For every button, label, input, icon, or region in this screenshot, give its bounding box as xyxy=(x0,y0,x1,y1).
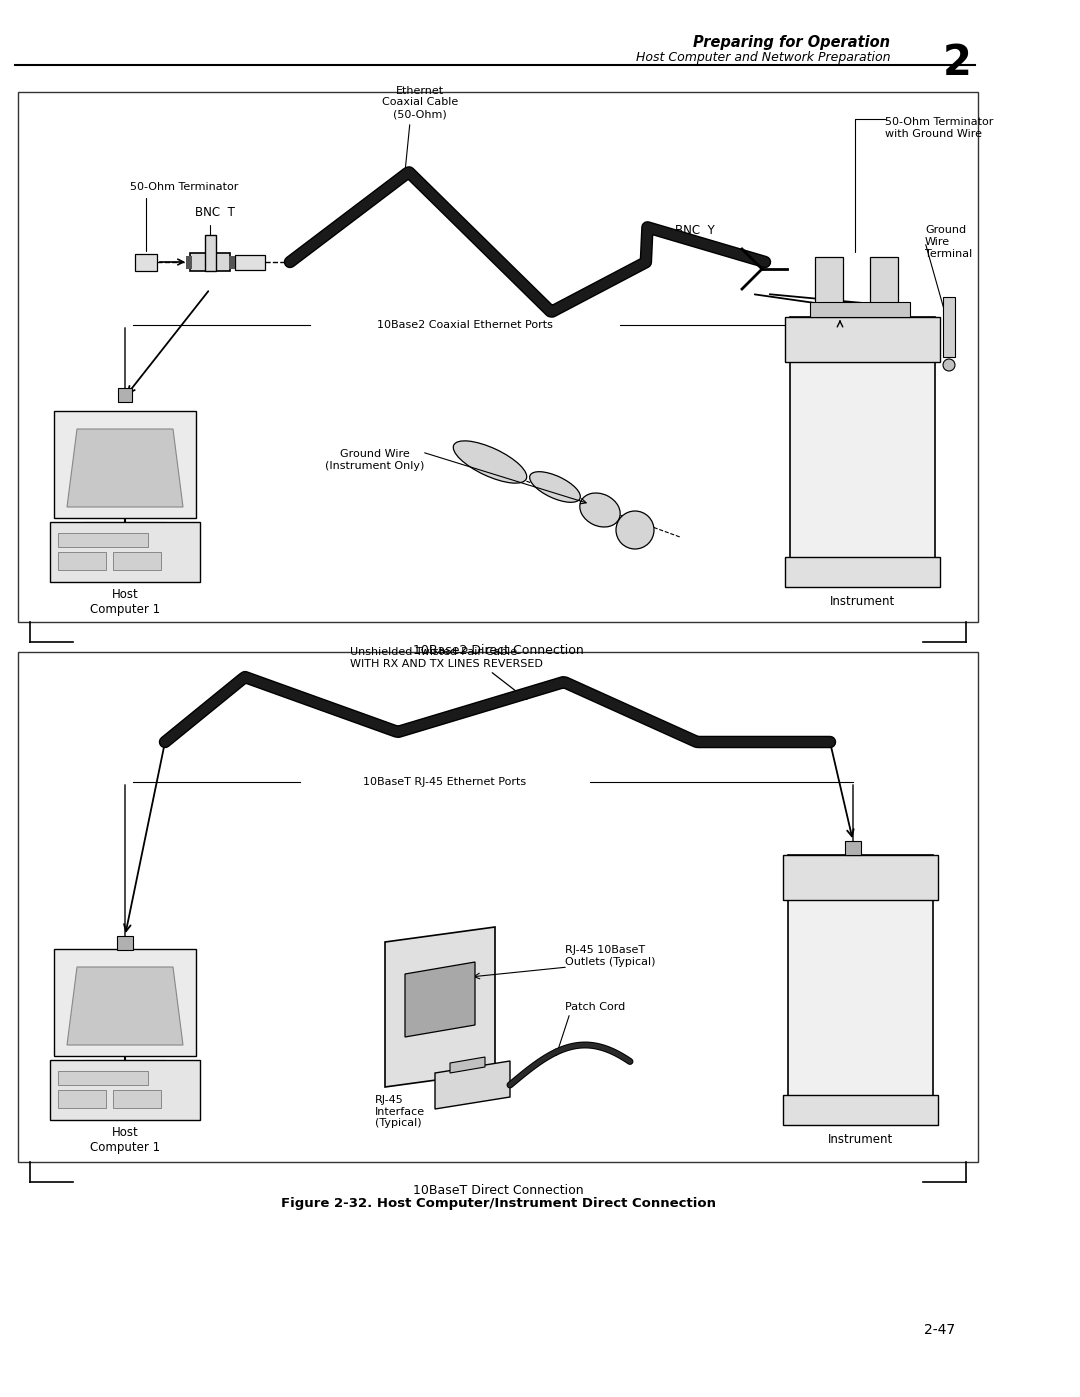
Text: Instrument: Instrument xyxy=(828,1133,893,1146)
Circle shape xyxy=(943,359,955,372)
Text: Host
Computer 1: Host Computer 1 xyxy=(90,588,160,616)
Text: BNC  T: BNC T xyxy=(195,205,234,239)
Bar xyxy=(785,317,940,362)
Bar xyxy=(50,522,200,583)
Text: Ethernet
Coaxial Cable
(50-Ohm): Ethernet Coaxial Cable (50-Ohm) xyxy=(382,85,458,119)
Text: 10BaseT Direct Connection: 10BaseT Direct Connection xyxy=(413,1185,583,1197)
Polygon shape xyxy=(384,928,495,1087)
Text: BNC  Y: BNC Y xyxy=(675,224,715,237)
Bar xyxy=(50,1060,200,1120)
Bar xyxy=(113,552,161,570)
Text: 10Base2 Direct Connection: 10Base2 Direct Connection xyxy=(413,644,583,657)
Ellipse shape xyxy=(580,493,620,527)
Text: Unshielded Twisted-Pair Cable
WITH RX AND TX LINES REVERSED: Unshielded Twisted-Pair Cable WITH RX AN… xyxy=(350,647,543,669)
Text: 2-47: 2-47 xyxy=(923,1323,955,1337)
Bar xyxy=(117,936,133,950)
Bar xyxy=(783,1095,939,1125)
Bar xyxy=(810,302,910,317)
Ellipse shape xyxy=(616,511,654,549)
Text: RJ-45
Interface
(Typical): RJ-45 Interface (Typical) xyxy=(375,1095,426,1129)
Bar xyxy=(870,257,897,307)
Ellipse shape xyxy=(529,472,580,503)
Text: RJ-45 10BaseT
Outlets (Typical): RJ-45 10BaseT Outlets (Typical) xyxy=(565,946,656,967)
Text: Patch Cord: Patch Cord xyxy=(565,1002,625,1011)
Bar xyxy=(118,388,132,402)
Text: 50-Ohm Terminator
with Ground Wire: 50-Ohm Terminator with Ground Wire xyxy=(885,117,994,138)
Bar xyxy=(789,317,935,587)
Bar xyxy=(815,257,843,307)
Bar xyxy=(235,254,265,270)
FancyBboxPatch shape xyxy=(54,411,195,518)
Text: Figure 2-32. Host Computer/Instrument Direct Connection: Figure 2-32. Host Computer/Instrument Di… xyxy=(281,1197,715,1210)
Text: 2: 2 xyxy=(943,42,972,84)
Polygon shape xyxy=(405,963,475,1037)
Text: 10Base2 Coaxial Ethernet Ports: 10Base2 Coaxial Ethernet Ports xyxy=(377,320,553,330)
Text: Host Computer and Network Preparation: Host Computer and Network Preparation xyxy=(635,52,890,64)
Polygon shape xyxy=(67,429,183,507)
Polygon shape xyxy=(435,1060,510,1109)
Text: Instrument: Instrument xyxy=(829,595,895,608)
Bar xyxy=(58,1071,148,1085)
Bar xyxy=(788,855,933,1125)
Bar xyxy=(204,235,216,271)
Polygon shape xyxy=(67,967,183,1045)
Text: 10BaseT RJ-45 Ethernet Ports: 10BaseT RJ-45 Ethernet Ports xyxy=(364,777,527,787)
Bar xyxy=(18,92,978,622)
Text: Ground
Wire
Terminal: Ground Wire Terminal xyxy=(924,225,972,258)
Bar xyxy=(785,557,940,587)
Bar xyxy=(58,1090,106,1108)
Bar xyxy=(845,841,861,855)
Bar xyxy=(943,298,955,358)
Bar xyxy=(190,253,230,271)
Polygon shape xyxy=(450,1058,485,1073)
FancyBboxPatch shape xyxy=(54,949,195,1056)
Bar xyxy=(783,855,939,900)
Text: 50-Ohm Terminator: 50-Ohm Terminator xyxy=(130,182,239,250)
Bar xyxy=(58,552,106,570)
Bar xyxy=(135,253,157,271)
Bar xyxy=(58,534,148,548)
Text: Ground Wire
(Instrument Only): Ground Wire (Instrument Only) xyxy=(325,448,424,471)
Text: Host
Computer 1: Host Computer 1 xyxy=(90,1126,160,1154)
Text: Preparing for Operation: Preparing for Operation xyxy=(693,35,890,50)
Bar xyxy=(18,652,978,1162)
Ellipse shape xyxy=(454,441,527,483)
Bar xyxy=(229,256,234,268)
Bar xyxy=(186,256,191,268)
Bar xyxy=(113,1090,161,1108)
